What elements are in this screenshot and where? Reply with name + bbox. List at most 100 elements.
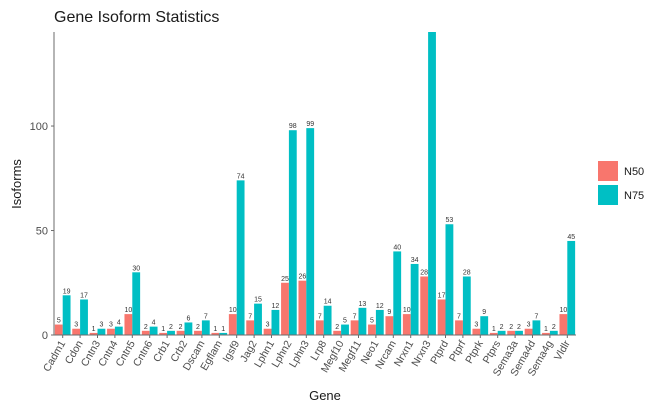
chart-title: Gene Isoform Statistics [54,9,219,26]
bar-n50-megf11 [350,320,359,335]
bar-n75-lphn2 [288,130,297,335]
data-label: 6 [186,315,190,322]
data-label: 10 [559,307,567,314]
data-label: 7 [457,313,461,320]
bar-n50-jag2 [246,320,255,335]
data-label: 45 [567,234,575,241]
y-tick-label: 50 [36,226,48,238]
bar-n50-sema4g [542,332,550,335]
data-label: 5 [370,318,374,325]
bar-n50-nrxn3 [420,276,429,335]
data-label: 2 [179,324,183,331]
bar-n50-ptprf [455,320,463,335]
bar-n75-cntn5 [132,272,141,335]
bar-n50-cadm1 [54,324,63,335]
data-label: 14 [324,299,332,306]
bar-n50-crb2 [176,330,185,335]
data-label: 3 [474,322,478,329]
data-label: 17 [438,292,446,299]
bar-n50-ptprk [472,328,481,335]
data-label: 9 [482,309,486,316]
bar-n50-ptprd [437,299,446,335]
bar-n50-lphn2 [281,282,289,335]
bar-n75-neo1 [375,309,384,335]
data-label: 53 [446,217,454,224]
x-tick-label: Crb1 [151,338,173,364]
data-label: 2 [196,324,200,331]
bar-n75-ptprd [445,224,454,335]
bar-n75-igsf9 [236,180,245,335]
x-tick-label: Ptprd [428,338,451,366]
data-label: 4 [152,320,156,327]
bar-n50-megf10 [333,330,342,335]
bar-n75-cntn3 [97,328,106,335]
bar-n75-cadm1 [62,295,71,335]
data-label: 1 [92,326,96,333]
legend-label-n50: N50 [624,166,644,178]
data-label: 10 [124,307,132,314]
bar-n75-cntn4 [114,326,123,335]
bar-n75-egflam [219,332,228,335]
bar-n75-crb1 [167,330,175,335]
bar-n75-ptprs [497,330,506,335]
data-label: 1 [161,326,165,333]
data-label: 1 [544,326,548,333]
y-tick-label: 0 [42,330,48,342]
data-label: 1 [221,326,225,333]
bar-n75-lphn3 [306,128,315,335]
data-label: 19 [63,288,71,295]
data-label: 30 [132,265,140,272]
bar-n50-nrcam [385,316,394,335]
data-label: 7 [204,313,208,320]
data-label: 10 [403,307,411,314]
bar-n50-cdon [72,328,81,335]
x-axis: Cadm1CdonCntn3Cntn4Cntn5Cntn6Crb1Crb2Dsc… [41,334,576,378]
data-label: 2 [144,324,148,331]
data-label: 2 [500,324,504,331]
bar-n75-vldlr [567,240,576,335]
bar-n75-ptprf [462,276,471,335]
bar-n75-lphn1 [271,309,280,335]
bar-n75-nrcam [393,251,402,335]
data-label: 15 [254,297,262,304]
bar-n50-sema3a [507,330,516,335]
data-label: 3 [74,322,78,329]
data-label: 3 [109,322,113,329]
bar-n50-nrxn1 [402,314,411,335]
data-label: 74 [237,173,245,180]
bar-n50-cntn3 [89,332,98,335]
data-label: 5 [343,318,347,325]
data-label: 2 [169,324,173,331]
data-label: 34 [411,257,419,264]
data-label: 13 [359,301,367,308]
data-label: 3 [527,322,531,329]
data-label: 40 [393,244,401,251]
bar-n50-lphn3 [298,280,307,335]
data-label: 99 [306,121,314,128]
bar-n75-crb2 [184,322,193,335]
bar-n50-crb1 [159,332,168,335]
bar-n50-lrp8 [315,320,324,335]
bar-n75-sema4g [549,330,558,335]
data-label: 1 [213,326,217,333]
data-label: 7 [353,313,357,320]
bar-n75-jag2 [254,303,262,335]
bar-n75-nrxn1 [410,263,419,335]
data-label: 5 [57,318,61,325]
data-label: 3 [99,322,103,329]
bar-n75-sema3a [515,330,523,335]
bar-n50-cntn4 [107,328,115,335]
bar-n75-cdon [80,299,88,335]
x-tick-label: Igsf9 [221,338,243,364]
data-label: 25 [281,276,289,283]
data-label: 7 [248,313,252,320]
bar-n50-sema4d [524,328,533,335]
data-label: 7 [318,313,322,320]
data-label: 98 [289,123,297,130]
bar-n50-egflam [211,332,220,335]
bar-n50-igsf9 [228,314,237,335]
bar-n50-cntn6 [141,330,150,335]
data-label: 2 [509,324,513,331]
bar-n75-megf11 [358,307,367,335]
